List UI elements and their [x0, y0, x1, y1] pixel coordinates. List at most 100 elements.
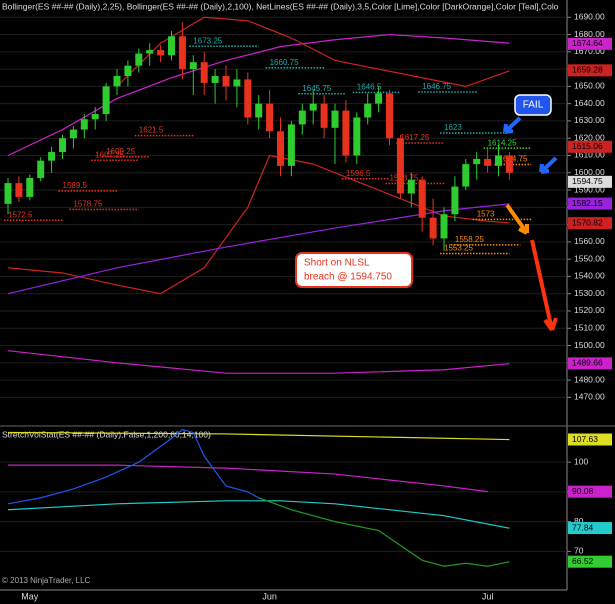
y-tick-label: 1680.00 — [574, 29, 605, 39]
candle-body — [178, 36, 186, 70]
candle-body — [244, 79, 252, 118]
y-tick-label: 1510.00 — [574, 323, 605, 333]
level-label: 1617.25 — [400, 133, 429, 142]
candle-body — [157, 50, 165, 56]
value-tag-label: 90.08 — [572, 486, 594, 496]
y-tick-label: 1530.00 — [574, 288, 605, 298]
candle-body — [505, 155, 513, 173]
note-line: Short on NLSL — [304, 258, 370, 269]
level-label: 1589.5 — [63, 181, 88, 190]
level-label: 1646.5 — [357, 83, 382, 92]
candle-body — [37, 160, 45, 178]
candle-body — [386, 93, 393, 139]
level-label: 1573 — [477, 210, 495, 219]
candle-body — [287, 124, 295, 166]
candle-body — [320, 103, 328, 128]
candle-body — [331, 110, 339, 128]
value-tag — [568, 140, 612, 153]
candle-body — [473, 158, 481, 165]
value-tag — [568, 433, 612, 446]
candle-body — [495, 155, 502, 166]
level-label: 1604.75 — [499, 155, 528, 164]
y-tick-label: 80 — [574, 516, 584, 526]
indicator-line — [7, 350, 510, 374]
level-label: 1660.75 — [270, 58, 299, 67]
candle-body — [484, 158, 492, 166]
candle-body — [222, 76, 230, 87]
candle-body — [418, 179, 426, 218]
y-tick-label: 1670.00 — [574, 46, 605, 56]
candle-body — [298, 110, 306, 125]
candle-body — [309, 103, 317, 111]
value-tag-label: 1674.64 — [572, 38, 603, 48]
level-label: 1621.5 — [139, 126, 164, 135]
value-tag — [568, 555, 612, 568]
indicator-line — [7, 428, 259, 505]
value-tag-label: 66.52 — [572, 556, 594, 566]
y-tick-label: 1690.00 — [574, 12, 605, 22]
note-box — [295, 252, 413, 288]
candle-body — [113, 76, 121, 87]
level-label: 1553.25 — [444, 244, 473, 253]
indicator-line — [7, 431, 510, 441]
candle-body — [277, 131, 284, 166]
credit: © 2013 NinjaTrader, LLC — [2, 576, 91, 585]
y-tick-label: 1520.00 — [574, 305, 605, 315]
y-tick-label: 1620.00 — [574, 132, 605, 142]
level-label: 1578.75 — [73, 200, 102, 209]
arrow — [530, 239, 558, 332]
note-line: breach @ 1594.750 — [304, 272, 392, 283]
arrow — [505, 203, 529, 235]
level-label: 1646.75 — [422, 82, 451, 91]
candle-body — [80, 119, 88, 130]
candle-body — [102, 86, 110, 115]
level-label: 1596.5 — [346, 169, 371, 178]
x-tick-label: Jun — [262, 591, 277, 601]
value-tag-label: 1659.28 — [572, 65, 603, 75]
candle-body — [91, 114, 99, 120]
candle-body — [353, 117, 361, 156]
y-tick-label: 1600.00 — [574, 167, 605, 177]
value-tag — [568, 175, 612, 188]
level-label: 1607.25 — [95, 150, 124, 159]
y-tick-label: 1550.00 — [574, 253, 605, 263]
value-tag — [568, 485, 612, 498]
indicator-line — [258, 497, 510, 567]
level-label: 1623 — [444, 123, 462, 132]
indicator-line — [7, 33, 510, 157]
y-tick-label: 1470.00 — [574, 392, 605, 402]
panel-title: StretchVolStat(ES ##-## (Daily),False,1,… — [2, 429, 211, 439]
value-tag — [568, 37, 612, 50]
candle-body — [451, 186, 459, 215]
candle-body — [69, 129, 77, 139]
value-tag-label: 107.63 — [572, 434, 598, 444]
level-label: 1593.75 — [390, 174, 419, 183]
candle-body — [342, 110, 350, 156]
value-tag — [568, 357, 612, 370]
y-tick-label: 1480.00 — [574, 374, 605, 384]
candle-body — [375, 93, 383, 104]
y-tick-label: 1500.00 — [574, 340, 605, 350]
x-tick-label: May — [21, 591, 39, 601]
y-tick-label: 1650.00 — [574, 81, 605, 91]
y-tick-label: 1640.00 — [574, 98, 605, 108]
candle-body — [266, 103, 274, 132]
candle-body — [26, 177, 34, 197]
annotations: FAIL Short on NLSL breach @ 1594.750 — [295, 94, 558, 332]
candle-body — [168, 36, 175, 56]
indicator-line — [7, 500, 510, 529]
candle-body — [407, 179, 415, 194]
candle-body — [255, 103, 263, 118]
value-tag — [568, 64, 612, 77]
candle-body — [48, 152, 56, 161]
candle-body — [135, 53, 143, 66]
y-tick-label: 1540.00 — [574, 271, 605, 281]
candle-body — [211, 76, 219, 83]
candle-body — [4, 183, 12, 204]
candle-body — [462, 164, 470, 187]
level-label: 1645.75 — [302, 84, 331, 93]
y-tick-label: 1630.00 — [574, 115, 605, 125]
candle-body — [59, 138, 66, 153]
